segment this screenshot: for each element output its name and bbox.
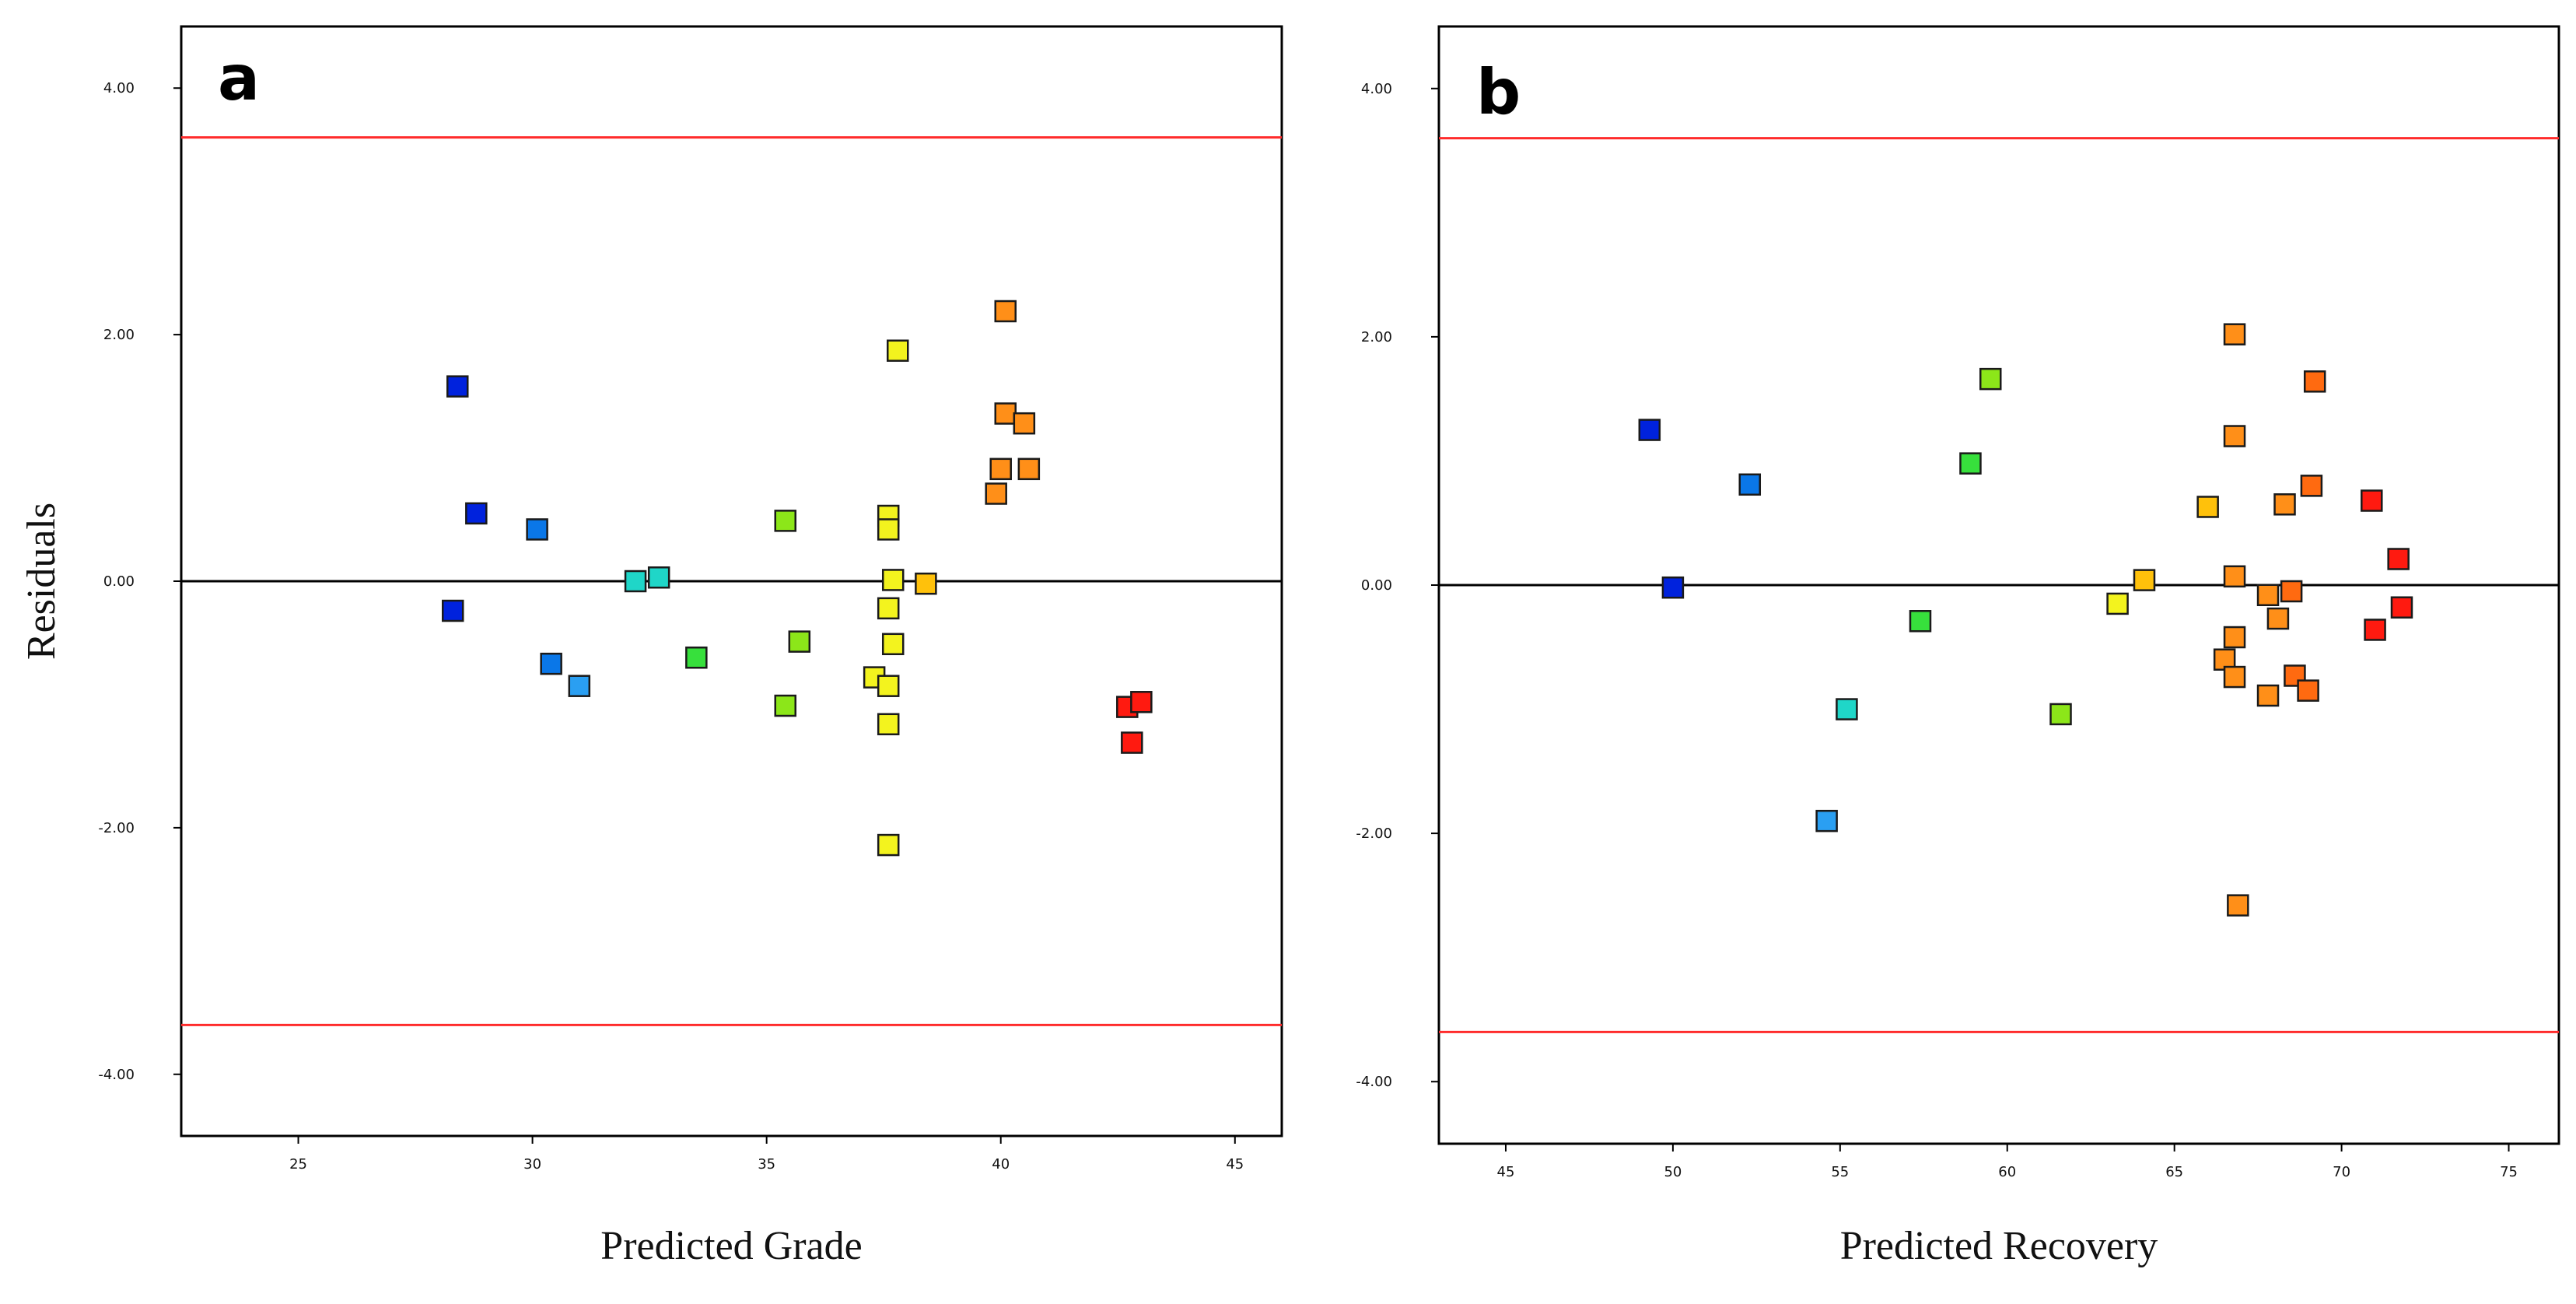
y-tick-label-b: 4.00	[1361, 81, 1392, 97]
data-point-a-24	[989, 457, 1012, 481]
data-point-a-15	[877, 597, 900, 620]
data-point-b-26	[2300, 475, 2323, 497]
data-point-a-3	[526, 518, 548, 541]
data-point-a-27	[1013, 412, 1036, 435]
data-point-a-31	[1121, 731, 1143, 754]
x-tick-label-a: 40	[992, 1156, 1010, 1173]
y-axis-title-a: Residuals	[19, 503, 64, 660]
panel-b: 45 50 55 60 65 70 75 -4.00 -2.00 0.00 2.00 4.00 b P…	[1356, 25, 2560, 1268]
data-point-a-21	[887, 339, 909, 362]
data-point-b-18	[2223, 323, 2246, 345]
data-point-a-20	[877, 833, 900, 857]
x-tick-label-a: 35	[758, 1156, 775, 1173]
data-point-b-13	[2223, 565, 2246, 588]
data-point-b-30	[2387, 548, 2410, 570]
data-point-a-16	[881, 633, 905, 656]
x-tick-label-a: 45	[1226, 1156, 1244, 1173]
x-axis-title-a: Predicted Grade	[600, 1224, 862, 1268]
data-point-b-11	[2227, 894, 2249, 917]
data-point-b-7	[1979, 367, 2002, 391]
data-point-a-8	[685, 646, 708, 669]
data-point-b-27	[2303, 370, 2326, 393]
x-tick-label-b: 55	[1831, 1164, 1849, 1180]
data-point-b-14	[2223, 626, 2246, 649]
data-point-b-2	[1738, 473, 1762, 496]
data-point-a-22	[915, 572, 937, 595]
data-point-b-4	[1836, 698, 1858, 720]
data-point-b-1	[1661, 576, 1685, 599]
data-point-b-25	[2273, 493, 2296, 516]
panel-letter-b: b	[1476, 56, 1521, 128]
data-point-b-22	[2280, 580, 2303, 603]
data-point-b-17	[2223, 425, 2246, 447]
panel-a: 25 30 35 40 45 -4.00 -2.00 0.00 2.00 4.00 a Predi…	[19, 25, 1283, 1268]
data-point-b-5	[1909, 610, 1932, 633]
y-tick-label-a: -2.00	[98, 820, 135, 836]
x-tick-label-b: 60	[1998, 1164, 2016, 1180]
data-point-a-19	[877, 713, 900, 736]
data-point-b-8	[2049, 703, 2072, 726]
y-tick-label-a: -4.00	[98, 1067, 135, 1083]
data-point-b-20	[2256, 684, 2280, 707]
data-point-b-19	[2256, 584, 2280, 607]
data-point-a-2	[441, 599, 464, 622]
x-tick-label-b: 45	[1497, 1164, 1515, 1180]
data-point-b-12	[2196, 496, 2219, 518]
data-point-a-30	[1130, 691, 1153, 713]
data-point-a-11	[774, 694, 796, 717]
data-point-b-3	[1815, 809, 1838, 833]
data-point-a-5	[568, 675, 591, 697]
data-point-b-28	[2361, 489, 2383, 512]
data-point-a-10	[788, 630, 811, 653]
data-point-a-14	[881, 569, 905, 591]
y-tick-label-b: 2.00	[1361, 329, 1392, 345]
x-tick-label-b: 75	[2500, 1164, 2518, 1180]
data-point-b-6	[1959, 452, 1982, 475]
x-tick-label-b: 50	[1664, 1164, 1682, 1180]
y-tick-label-a: 4.00	[103, 80, 135, 96]
y-tick-label-b: 0.00	[1361, 577, 1392, 594]
data-point-a-9	[774, 510, 796, 532]
x-tick-label-b: 70	[2333, 1164, 2350, 1180]
data-point-a-28	[994, 300, 1017, 323]
data-point-b-24	[2297, 679, 2319, 702]
data-point-b-29	[2364, 619, 2386, 641]
panel-letter-a: a	[218, 42, 260, 114]
y-tick-label-a: 0.00	[103, 573, 135, 590]
data-point-a-13	[877, 518, 900, 541]
y-tick-label-b: -4.00	[1356, 1074, 1392, 1090]
data-point-a-1	[465, 502, 488, 525]
y-tick-label-b: -2.00	[1356, 826, 1392, 842]
x-axis-title-b: Predicted Recovery	[1840, 1224, 2158, 1268]
data-point-a-23	[985, 482, 1007, 505]
x-tick-label-a: 30	[523, 1156, 541, 1173]
data-point-b-0	[1638, 419, 1661, 441]
data-point-b-10	[2133, 569, 2156, 591]
data-point-a-6	[624, 570, 647, 593]
data-point-b-21	[2266, 607, 2290, 630]
data-point-a-18	[877, 675, 900, 697]
y-tick-label-a: 2.00	[103, 327, 135, 343]
x-tick-label-a: 25	[289, 1156, 307, 1173]
data-point-a-25	[1017, 457, 1041, 481]
data-point-b-16	[2223, 665, 2246, 689]
data-point-b-31	[2390, 596, 2413, 619]
data-point-a-7	[647, 566, 670, 589]
data-point-a-4	[540, 652, 562, 675]
data-point-a-0	[446, 375, 469, 398]
data-point-b-9	[2106, 592, 2129, 615]
data-point-a-26	[994, 402, 1017, 425]
x-tick-label-b: 65	[2165, 1164, 2183, 1180]
